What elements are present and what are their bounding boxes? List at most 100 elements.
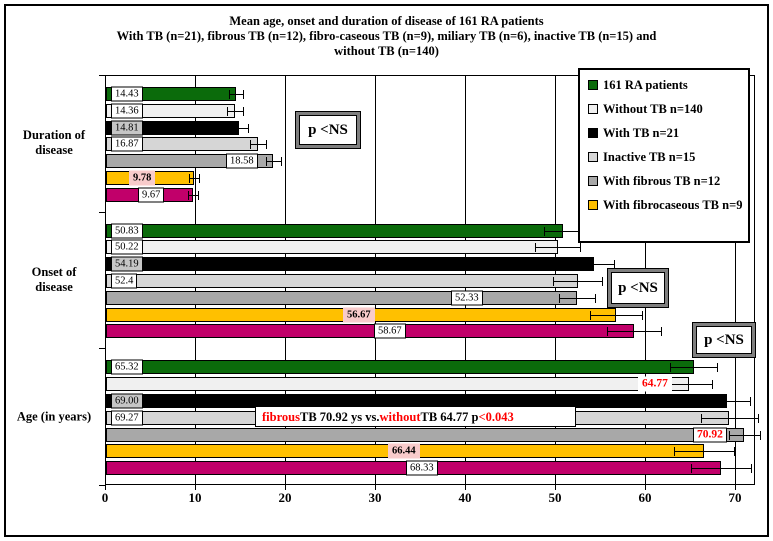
x-axis-tick <box>465 485 466 490</box>
error-bar-cap <box>759 430 761 440</box>
legend-item: With fibrous TB n=12 <box>588 174 744 189</box>
annotation-text-red: fibrous <box>262 409 300 424</box>
error-bar-cap <box>580 243 582 253</box>
p-value-box: p <NS <box>296 112 360 148</box>
error-bar-cap <box>230 123 232 133</box>
error-bar <box>558 297 595 299</box>
error-bar-cap <box>607 327 609 337</box>
error-bar <box>607 331 662 333</box>
error-bar <box>188 194 198 196</box>
bar-with-fibrous-tb-n-12 <box>106 290 577 305</box>
error-bar <box>535 247 581 249</box>
x-axis-tick <box>555 485 556 490</box>
value-label: 14.81 <box>111 120 143 136</box>
x-axis-tick-label: 0 <box>101 490 109 505</box>
error-bar-cap <box>750 464 752 474</box>
error-bar-cap <box>613 260 615 270</box>
chart-title: Mean age, onset and duration of disease … <box>0 14 773 59</box>
value-label: 69.27 <box>111 410 143 426</box>
error-bar <box>670 367 718 369</box>
legend: 161 RA patients Without TB n=140 With TB n… <box>578 68 750 243</box>
error-bar-cap <box>558 293 560 303</box>
error-bar-cap <box>670 363 672 373</box>
bar-with-fibrous-tb-n-12 <box>106 427 745 442</box>
value-label: 64.77 <box>638 376 672 392</box>
error-bar-cap <box>228 90 230 99</box>
value-label: 14.43 <box>111 86 143 102</box>
error-bar-cap <box>674 447 676 457</box>
annotation-text-red: without <box>379 409 421 424</box>
x-axis-tick-label: 50 <box>548 490 562 505</box>
legend-label: Inactive TB n=15 <box>603 150 696 164</box>
legend-marker <box>588 104 598 114</box>
error-bar-cap <box>589 310 591 320</box>
error-bar-cap <box>265 157 267 167</box>
error-bar-cap <box>594 293 596 303</box>
value-label: 56.67 <box>343 307 375 323</box>
error-bar-cap <box>535 243 537 253</box>
legend-item: Inactive TB n=15 <box>588 150 744 165</box>
error-bar-cap <box>749 396 751 406</box>
error-bar-cap <box>227 106 229 116</box>
error-bar-cap <box>197 190 199 200</box>
value-label: 58.67 <box>374 323 406 339</box>
legend-marker <box>588 200 598 210</box>
error-bar-cap <box>642 310 644 320</box>
y-axis-tick <box>99 211 105 213</box>
value-label: 66.44 <box>388 443 420 459</box>
error-bar-cap <box>248 123 250 133</box>
error-bar-cap <box>243 90 245 99</box>
annotation-text: TB 64.77 p <box>420 409 479 424</box>
x-axis-tick-label: 40 <box>458 490 472 505</box>
y-axis-tick <box>99 485 105 486</box>
error-bar <box>227 110 244 112</box>
value-label: 54.19 <box>111 256 143 272</box>
error-bar-cap <box>700 413 702 423</box>
legend-marker <box>588 80 598 90</box>
p-value-box: p <NS <box>693 323 755 357</box>
value-label: 16.87 <box>111 136 143 152</box>
error-bar <box>691 468 751 470</box>
chart-title-line1: Mean age, onset and duration of disease … <box>229 14 544 28</box>
error-bar <box>543 230 584 232</box>
bar-with-tb-n-21 <box>106 257 594 272</box>
value-label: 9.78 <box>129 170 156 186</box>
error-bar-cap <box>728 430 730 440</box>
error-bar-cap <box>601 277 603 287</box>
error-bar-cap <box>573 260 575 270</box>
x-axis-tick <box>375 485 376 490</box>
bar-161-ra-patients <box>106 360 694 375</box>
error-bar <box>553 281 602 283</box>
value-label: 70.92 <box>693 427 727 443</box>
error-bar-cap <box>553 277 555 287</box>
error-bar-cap <box>758 413 760 423</box>
bar-without-tb-n-140 <box>106 240 558 255</box>
bar-161-ra-patients <box>106 223 564 238</box>
error-bar <box>249 144 266 146</box>
error-bar <box>704 400 750 402</box>
value-label: 52.33 <box>451 290 483 306</box>
error-bar-cap <box>543 226 545 236</box>
error-bar <box>700 417 759 419</box>
x-axis-tick-label: 30 <box>368 490 382 505</box>
legend-label: With fibrocaseous TB n=9 <box>603 198 743 212</box>
x-axis-tick <box>285 485 286 490</box>
x-axis-tick-label: 20 <box>278 490 292 505</box>
value-label: 14.36 <box>111 103 143 119</box>
bar-without-tb-n-140 <box>106 377 689 392</box>
error-bar <box>230 127 249 129</box>
x-axis-tick <box>735 485 736 490</box>
y-axis-tick <box>99 75 105 76</box>
error-bar-cap <box>280 157 282 167</box>
error-bar-cap <box>188 190 190 200</box>
x-axis-tick <box>645 485 646 490</box>
legend-item: 161 RA patients <box>588 78 744 93</box>
error-bar-cap <box>712 380 714 390</box>
error-bar-cap <box>733 447 735 457</box>
error-bar-cap <box>198 174 200 183</box>
value-label: 50.83 <box>111 223 143 239</box>
error-bar-cap <box>704 396 706 406</box>
error-bar-cap <box>243 106 245 116</box>
error-bar <box>589 314 643 316</box>
category-label: Age (in years) <box>16 409 92 424</box>
